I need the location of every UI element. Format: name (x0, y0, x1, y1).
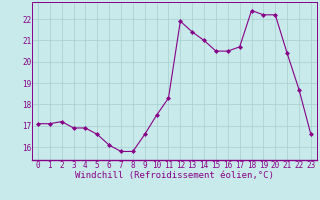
X-axis label: Windchill (Refroidissement éolien,°C): Windchill (Refroidissement éolien,°C) (75, 171, 274, 180)
